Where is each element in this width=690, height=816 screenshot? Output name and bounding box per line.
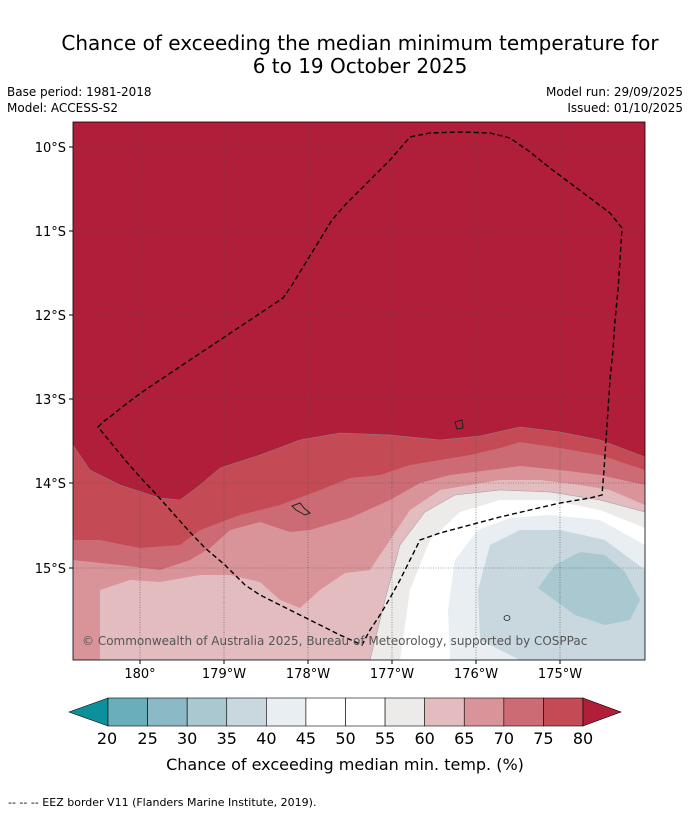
contour-line (73, 426, 645, 501)
copyright-notice: © Commonwealth of Australia 2025, Bureau… (82, 634, 587, 648)
eez-border (97, 131, 623, 646)
lon-tick-label: 178°W (286, 667, 330, 682)
colorbar-cell (384, 697, 425, 727)
colorbar-tick-label: 65 (454, 729, 474, 748)
colorbar-tick-label: 60 (414, 729, 434, 748)
colorbar-cell (543, 697, 584, 727)
longitude-ticks: 180° 179°W 178°W 177°W 176°W 175°W (124, 660, 582, 682)
colorbar-tick-label: 55 (375, 729, 395, 748)
lat-tick-label: 14°S (35, 477, 66, 492)
island-outline (454, 419, 464, 430)
colorbar-tick-label: 25 (137, 729, 157, 748)
colorbar-high-arrow (582, 697, 622, 727)
colorbar-tick-label: 45 (296, 729, 316, 748)
lat-tick-label: 12°S (35, 309, 66, 324)
lat-tick-label: 13°S (35, 393, 66, 408)
colorbar-tick-label: 35 (217, 729, 237, 748)
lon-tick-label: 176°W (454, 667, 498, 682)
colorbar: 20 25 30 35 40 45 50 55 60 65 70 75 80 Chance of exc… (68, 697, 622, 774)
lon-tick-label: 177°W (370, 667, 414, 682)
colorbar-tick-label: 70 (494, 729, 514, 748)
colorbar-cell (503, 697, 544, 727)
contour-line (369, 489, 645, 660)
colorbar-cell (345, 697, 386, 727)
graticule (73, 122, 645, 660)
zone-35 (538, 552, 640, 625)
forecast-map: © Commonwealth of Australia 2025, Bureau… (35, 121, 646, 774)
colorbar-tick-label: 80 (573, 729, 593, 748)
latitude-ticks: 10°S 11°S 12°S 13°S 14°S 15°S (35, 141, 73, 577)
lon-tick-label: 179°W (202, 667, 246, 682)
map-panel: © Commonwealth of Australia 2025, Bureau… (73, 122, 645, 660)
colorbar-cell (463, 697, 505, 727)
colorbar-tick-label: 40 (256, 729, 276, 748)
colorbar-low-arrow (68, 697, 109, 727)
map-frame (72, 121, 646, 661)
map-title-line-1: Chance of exceeding the median minimum t… (61, 31, 659, 55)
colorbar-cell (226, 697, 267, 727)
model-name: Model: ACCESS-S2 (7, 101, 119, 115)
colorbar-tick-label: 30 (177, 729, 197, 748)
zone-65-pocket (238, 542, 255, 576)
lat-tick-label: 11°S (35, 225, 66, 240)
colorbar-tick-label: 50 (335, 729, 355, 748)
lat-tick-label: 15°S (35, 562, 66, 577)
map-title-line-2: 6 to 19 October 2025 (252, 54, 468, 78)
colorbar-label: Chance of exceeding median min. temp. (%… (166, 755, 524, 774)
model-run: Model run: 29/09/2025 (545, 85, 683, 99)
colorbar-cell (305, 697, 346, 727)
issued-date: Issued: 01/10/2025 (567, 101, 683, 115)
eez-legend-note: -- -- -- EEZ border V11 (Flanders Marine… (8, 796, 317, 809)
colorbar-cell (107, 697, 148, 727)
colorbar-tick-label: 75 (533, 729, 553, 748)
base-period: Base period: 1981-2018 (7, 85, 152, 99)
colorbar-cell (424, 697, 465, 727)
colorbar-cell (147, 697, 188, 727)
lon-tick-label: 180° (124, 667, 155, 682)
colorbar-tick-label: 20 (97, 729, 117, 748)
colorbar-cell (266, 697, 307, 727)
island-outline (291, 502, 311, 516)
colorbar-cell (186, 697, 228, 727)
island-outline (503, 615, 511, 621)
lon-tick-label: 175°W (538, 667, 582, 682)
lat-tick-label: 10°S (35, 141, 66, 156)
